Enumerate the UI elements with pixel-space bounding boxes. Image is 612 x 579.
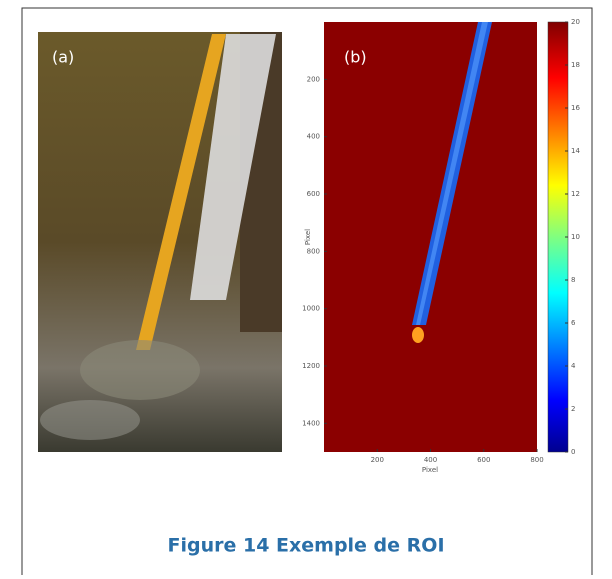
colorbar-tick-label: 20 <box>571 18 580 26</box>
colorbar-tick-label: 4 <box>571 362 576 370</box>
x-tick-label: 600 <box>477 456 490 464</box>
y-axis-label: Pixel <box>304 229 312 245</box>
colorbar-tick-label: 18 <box>571 61 580 69</box>
colorbar-tick-label: 8 <box>571 276 575 284</box>
x-tick-label: 800 <box>530 456 543 464</box>
colorbar-tick-label: 6 <box>571 319 576 327</box>
photo: (a) <box>38 32 282 452</box>
x-tick-label: 200 <box>371 456 384 464</box>
figure: (a) (b) Pixel Pixel Figure 14 Exemple de… <box>0 0 612 575</box>
colorbar-tick-label: 14 <box>571 147 580 155</box>
colorbar-tick-label: 2 <box>571 405 575 413</box>
caption: Figure 14 Exemple de ROI <box>167 535 444 557</box>
y-tick-label: 1200 <box>302 362 320 370</box>
x-tick-label: 400 <box>424 456 437 464</box>
panel-label: (a) <box>52 48 74 67</box>
y-tick-label: 400 <box>307 133 320 141</box>
y-tick-label: 1400 <box>302 419 320 427</box>
page: {"figure": { "panel_a": {"label": "(a)"}… <box>0 0 612 575</box>
x-axis-label: Pixel <box>422 466 438 474</box>
colorbar-tick-label: 10 <box>571 233 580 241</box>
y-tick-label: 200 <box>307 75 320 83</box>
colorbar-tick-label: 16 <box>571 104 580 112</box>
colorbar-tick-label: 0 <box>571 448 575 456</box>
y-tick-label: 1000 <box>302 305 320 313</box>
y-tick-label: 800 <box>307 247 320 255</box>
colorbar-tick-label: 12 <box>571 190 580 198</box>
panel-label: (b) <box>344 48 367 67</box>
y-tick-label: 600 <box>307 190 320 198</box>
heatmap: (b) <box>324 22 537 452</box>
